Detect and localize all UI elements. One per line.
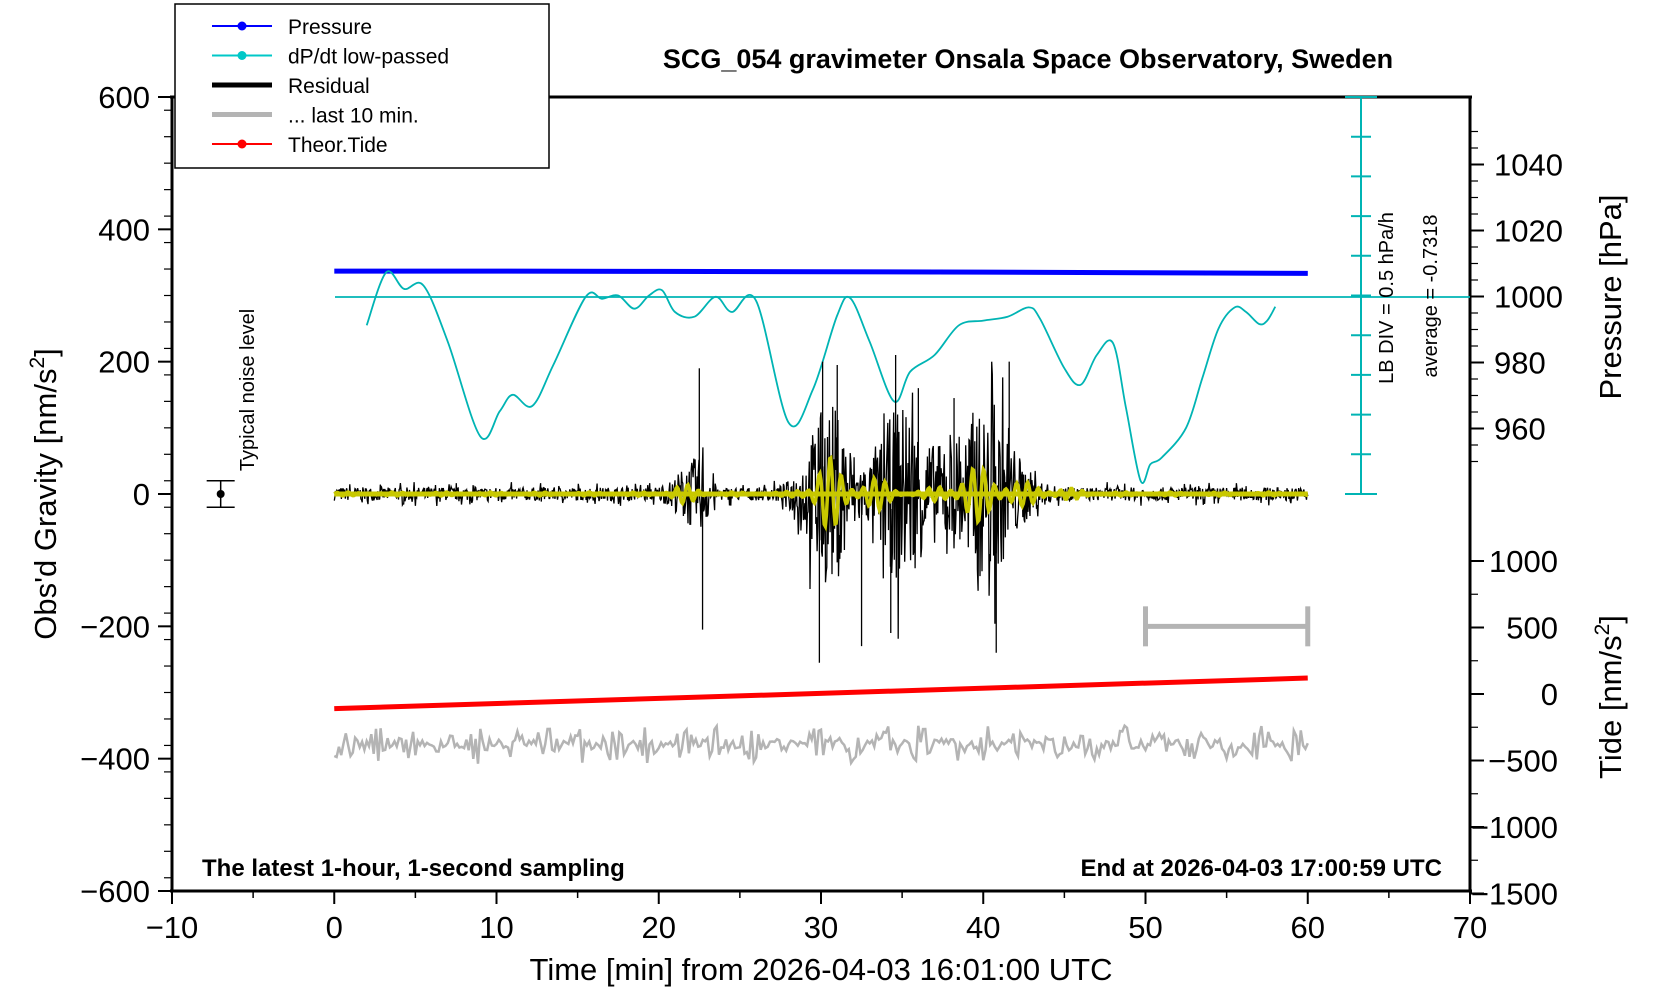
legend-swatch-marker	[237, 139, 247, 149]
bottom-right-caption: End at 2026-04-03 17:00:59 UTC	[1081, 855, 1443, 882]
x-tick-label: 70	[1453, 910, 1487, 945]
y-axis-label-left-text: Obs'd Gravity [nm/s	[28, 369, 63, 640]
tide-tick-label: −500	[1488, 744, 1558, 779]
tide-tick-label: 0	[1541, 677, 1558, 712]
y-axis-label-left-end: ]	[28, 348, 63, 357]
legend-label: dP/dt low-passed	[288, 46, 449, 69]
lb-div-annotation: LB DIV = 0.5 hPa/h	[1376, 212, 1398, 384]
pressure-tick-label: 960	[1494, 412, 1546, 447]
legend: Pressure dP/dt low-passed Residual ... last…	[174, 3, 550, 169]
pressure-line	[334, 268, 1308, 276]
theor-tide-line	[334, 675, 1308, 712]
legend-label: Residual	[288, 75, 370, 98]
y-tick-label: 200	[98, 345, 150, 380]
x-tick-label: 20	[642, 910, 676, 945]
legend-label: ... last 10 min.	[288, 105, 419, 128]
x-tick-label: −10	[146, 910, 199, 945]
x-tick-label: 0	[326, 910, 343, 945]
y-tick-label: 600	[98, 80, 150, 115]
x-tick-label: 40	[966, 910, 1000, 945]
x-tick-label: 60	[1291, 910, 1325, 945]
noise-point	[216, 490, 225, 498]
legend-swatch-marker	[237, 51, 247, 60]
chart-title: SCG_054 gravimeter Onsala Space Observat…	[663, 44, 1393, 74]
tide-axis-label-sup: 2	[1591, 624, 1614, 636]
y-tick-label: −200	[80, 609, 150, 644]
bottom-left-caption: The latest 1-hour, 1-second sampling	[202, 855, 625, 882]
tide-tick-label: 1000	[1489, 544, 1558, 579]
x-tick-label: 10	[479, 910, 513, 945]
noise-level-label: Typical noise level	[237, 309, 259, 471]
pressure-axis-label: Pressure [hPa]	[1593, 194, 1628, 399]
tide-tick-label: 500	[1506, 611, 1558, 646]
pressure-tick-label: 980	[1494, 346, 1546, 381]
pressure-tick-label: 1000	[1494, 280, 1563, 315]
x-axis-label: Time [min] from 2026-04-03 16:01:00 UTC	[530, 952, 1113, 987]
y-tick-label: 0	[133, 477, 150, 512]
tide-tick-label: −1500	[1471, 877, 1558, 912]
y-axis-label-left-sup: 2	[26, 357, 49, 369]
x-tick-label: 30	[804, 910, 838, 945]
tide-axis-label-end: ]	[1593, 615, 1628, 624]
legend-label: Pressure	[288, 16, 372, 39]
dpdt-lowpassed-line	[365, 270, 1277, 484]
last-10-min-line	[333, 722, 1309, 767]
tide-tick-label: −1000	[1471, 810, 1558, 845]
average-annotation: average = -0.7318	[1420, 215, 1442, 378]
tide-axis-label: Tide [nm/s2]	[1591, 615, 1628, 779]
pressure-tick-label: 1040	[1494, 148, 1563, 183]
y-axis-label-left: Obs'd Gravity [nm/s2]	[26, 348, 63, 640]
legend-swatch-marker	[237, 21, 247, 31]
y-tick-label: −600	[80, 874, 150, 909]
y-tick-label: 400	[98, 212, 150, 247]
x-tick-label: 50	[1128, 910, 1162, 945]
tide-axis-label-text: Tide [nm/s	[1593, 635, 1628, 779]
legend-label: Theor.Tide	[288, 134, 388, 157]
pressure-tick-label: 1020	[1494, 214, 1563, 249]
y-tick-label: −400	[80, 742, 150, 777]
